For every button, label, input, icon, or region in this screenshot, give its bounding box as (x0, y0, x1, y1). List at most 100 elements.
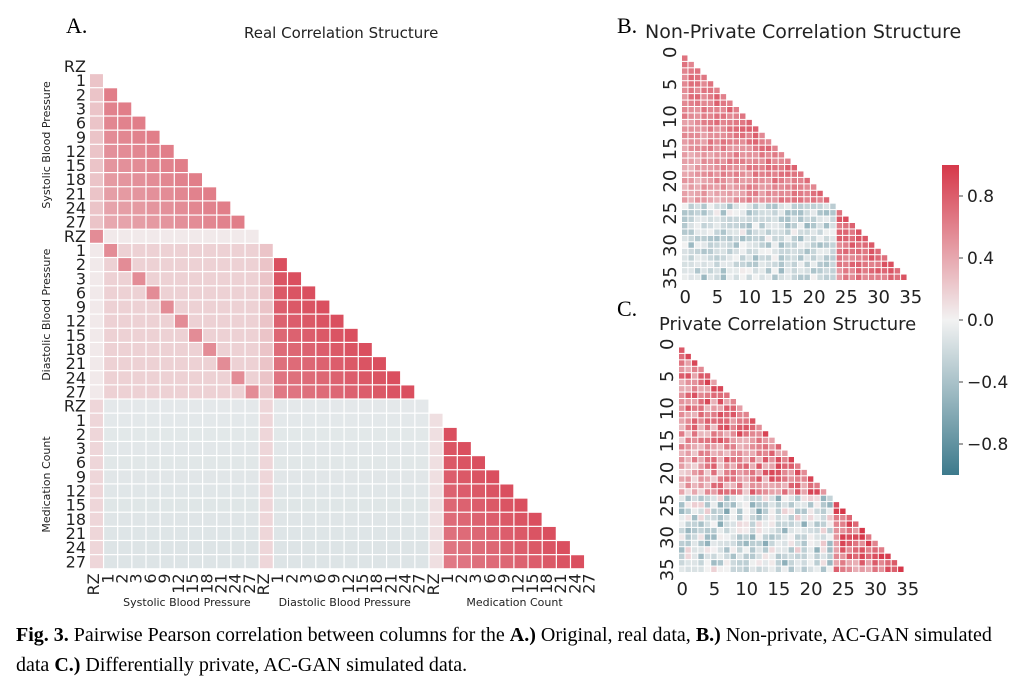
real-cell (231, 541, 245, 555)
nonprivate-cell (707, 229, 714, 235)
nonprivate-cell (688, 248, 694, 255)
private-cell (872, 566, 878, 572)
nonprivate-cell (785, 268, 791, 274)
private-cell (743, 534, 749, 540)
nonprivate-cell (740, 126, 746, 132)
nonprivate-cell (810, 248, 817, 255)
nonprivate-cell (804, 242, 810, 248)
nonprivate-cell (682, 158, 688, 164)
private-cell (704, 502, 711, 508)
private-cell (859, 553, 865, 560)
nonprivate-cell (720, 235, 727, 242)
real-cell (316, 427, 330, 441)
private-cell (795, 547, 801, 553)
private-cell (704, 553, 711, 560)
real-cell (90, 371, 103, 385)
nonprivate-cell (849, 268, 855, 274)
private-cell (724, 431, 730, 437)
private-cell (814, 482, 820, 489)
private-cell (814, 527, 820, 534)
nonprivate-cell (733, 229, 739, 235)
nonprivate-cell (752, 132, 759, 139)
private-cell (788, 476, 794, 482)
nonprivate-cell (733, 158, 739, 164)
nonprivate-cell (752, 152, 759, 158)
real-cell (443, 470, 457, 484)
nonprivate-cell (682, 216, 688, 222)
nonprivate-cell (785, 177, 791, 184)
real-cell (373, 371, 386, 385)
nonprivate-cell (694, 158, 701, 164)
real-cell (316, 399, 330, 413)
private-cell (749, 495, 756, 502)
real-cell (132, 116, 146, 130)
real-x-tick: 1 (98, 573, 117, 583)
private-cell (679, 515, 685, 521)
private-cell (737, 553, 743, 560)
real-cell (401, 470, 415, 484)
nonprivate-cell (798, 274, 804, 280)
real-cell (429, 470, 443, 484)
nonprivate-cell (682, 94, 688, 100)
nonprivate-cell (682, 107, 688, 113)
real-cell (118, 173, 132, 187)
private-cell (685, 373, 691, 379)
real-cell (104, 512, 118, 526)
private-cell (807, 560, 814, 566)
real-cell (330, 328, 344, 342)
private-cell (711, 444, 717, 450)
private-cell (865, 540, 872, 547)
private-cell (730, 399, 736, 405)
real-cell (316, 442, 330, 455)
real-cell (344, 456, 358, 470)
nonprivate-cell (875, 261, 881, 268)
real-cell (472, 498, 485, 512)
real-cell (146, 314, 160, 328)
nonprivate-cell (720, 255, 727, 261)
private-cell (730, 463, 736, 469)
private-cell (820, 560, 827, 566)
real-cell (217, 357, 231, 371)
private-cell (737, 508, 743, 514)
real-cell (146, 300, 160, 314)
real-cell (514, 541, 528, 555)
real-cell (387, 498, 401, 512)
private-cell (698, 469, 704, 476)
real-cell (160, 498, 174, 512)
nonprivate-cell (740, 119, 746, 126)
real-cell (231, 371, 245, 385)
private-cell (775, 547, 782, 553)
nonprivate-cell (727, 139, 733, 145)
private-cell (756, 450, 762, 456)
real-cell (302, 385, 316, 399)
real-cell (146, 201, 160, 215)
real-cell (203, 413, 217, 427)
nonprivate-cell (849, 223, 855, 229)
nonprivate-cell (701, 94, 707, 100)
real-cell (146, 286, 160, 300)
real-cell (288, 555, 302, 569)
nonprivate-cell (688, 235, 694, 242)
nonprivate-cell (765, 139, 772, 145)
real-x-tick: RZ (424, 573, 443, 595)
private-cell (679, 379, 685, 386)
nonprivate-cell (714, 268, 720, 274)
real-cell (160, 385, 174, 399)
private-cell (814, 515, 820, 521)
real-x-tick: 9 (155, 573, 174, 583)
real-cell (90, 470, 103, 484)
real-cell (245, 314, 259, 328)
nonprivate-cell (785, 235, 791, 242)
real-cell (358, 526, 372, 540)
real-cell (259, 413, 273, 427)
real-cell (231, 258, 245, 272)
private-cell (769, 534, 775, 540)
nonprivate-cell (843, 223, 849, 229)
nonprivate-cell (791, 248, 797, 255)
private-cell (762, 553, 769, 560)
private-cell (859, 527, 865, 534)
nonprivate-cell (707, 274, 714, 280)
private-cell (730, 482, 736, 489)
caption-fig-label: Fig. 3. (16, 624, 69, 646)
real-y-tick: 18 (66, 510, 86, 529)
